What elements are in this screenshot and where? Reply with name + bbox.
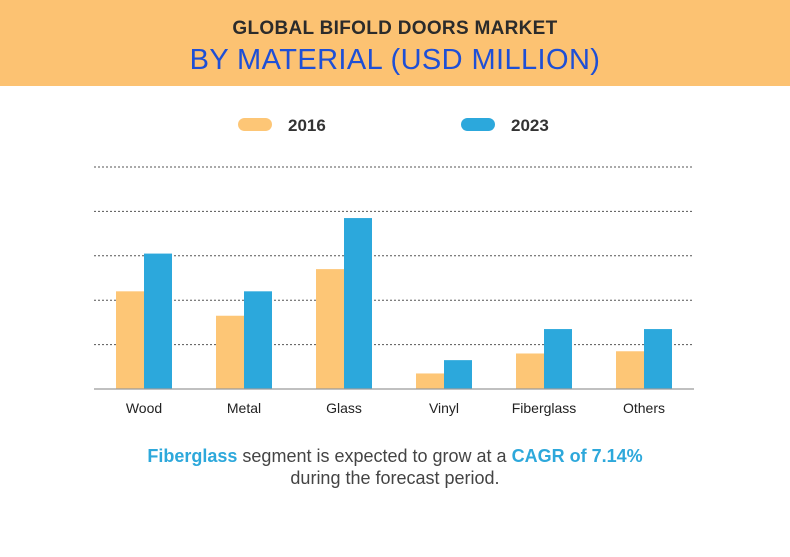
caption-line-1: Fiberglass segment is expected to grow a… [0, 446, 790, 467]
bar-vinyl-2016 [416, 373, 444, 389]
legend-label-2023: 2023 [511, 116, 549, 135]
bar-metal-2023 [244, 291, 272, 389]
caption-text: segment is expected to grow at a [237, 446, 512, 466]
bar-metal-2016 [216, 315, 244, 389]
title-banner: GLOBAL BIFOLD DOORS MARKET BY MATERIAL (… [0, 0, 790, 86]
chart-title: GLOBAL BIFOLD DOORS MARKET [232, 18, 558, 39]
bar-glass-2016 [316, 269, 344, 389]
caption-highlight-cagr: CAGR of 7.14% [511, 446, 643, 466]
bar-fiberglass-2023 [544, 329, 572, 389]
bar-vinyl-2023 [444, 360, 472, 389]
bar-wood-2016 [116, 291, 144, 389]
x-tick-label: Fiberglass [512, 400, 577, 416]
bar-glass-2023 [344, 218, 372, 389]
bar-fiberglass-2016 [516, 353, 544, 389]
x-tick-label: Metal [227, 400, 261, 416]
bar-others-2016 [616, 351, 644, 389]
chart-subtitle: BY MATERIAL (USD MILLION) [189, 44, 601, 76]
bar-others-2023 [644, 329, 672, 389]
caption-line-2: during the forecast period. [290, 468, 500, 488]
legend-label-2016: 2016 [288, 116, 326, 135]
x-tick-label: Glass [326, 400, 362, 416]
legend-swatch-2023 [461, 118, 495, 131]
x-tick-label: Vinyl [429, 400, 459, 416]
x-tick-label: Wood [126, 400, 162, 416]
legend-swatch-2016 [238, 118, 272, 131]
bar-wood-2023 [144, 253, 172, 389]
caption-highlight-segment: Fiberglass [147, 446, 238, 466]
x-tick-label: Others [623, 400, 665, 416]
